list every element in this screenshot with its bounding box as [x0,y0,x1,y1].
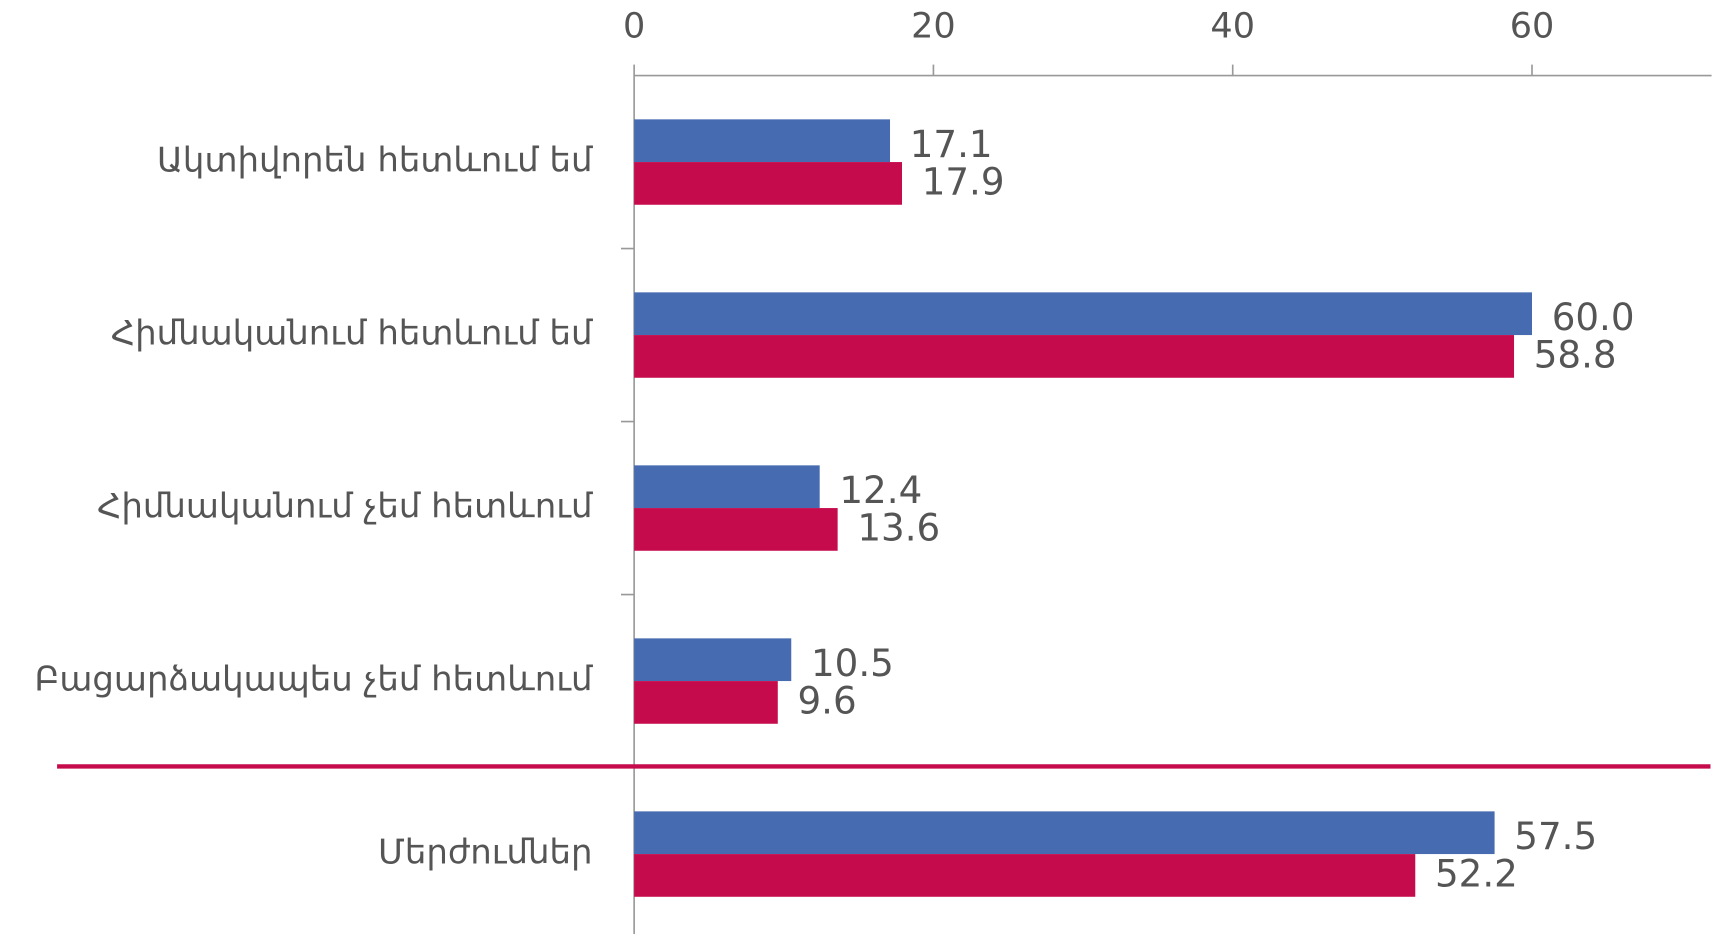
x-tick-label: 20 [911,5,956,46]
y-tick-label: Հիմնականում հետևում եմ [111,314,593,354]
bar [634,681,778,724]
value-label: 9.6 [797,678,856,722]
value-label: 12.4 [839,468,922,512]
y-tick-label: Մերժումներ [378,833,593,873]
bar [634,292,1532,336]
value-label: 17.9 [922,159,1005,203]
value-label: 17.1 [910,122,993,166]
bar [634,119,891,163]
bar [634,811,1495,855]
bar [634,335,1515,378]
x-tick-label: 60 [1510,5,1555,46]
bar [634,854,1416,897]
bar [634,465,820,509]
value-label: 13.6 [857,505,940,549]
y-tick-label: Ակտիվորեն հետևում եմ [157,141,593,181]
value-label: 52.2 [1435,851,1518,895]
bar [634,508,838,551]
x-tick-label: 40 [1210,5,1255,46]
bar [634,162,902,205]
y-tick-label: Բացարձակապես չեմ հետևում [35,660,593,700]
value-label: 60.0 [1552,295,1635,339]
value-label: 58.8 [1534,332,1617,376]
y-tick-label: Հիմնականում չեմ հետևում [97,487,593,527]
value-label: 10.5 [811,641,894,685]
x-tick-label: 0 [623,5,645,46]
bar [634,638,792,682]
value-label: 57.5 [1514,814,1597,858]
